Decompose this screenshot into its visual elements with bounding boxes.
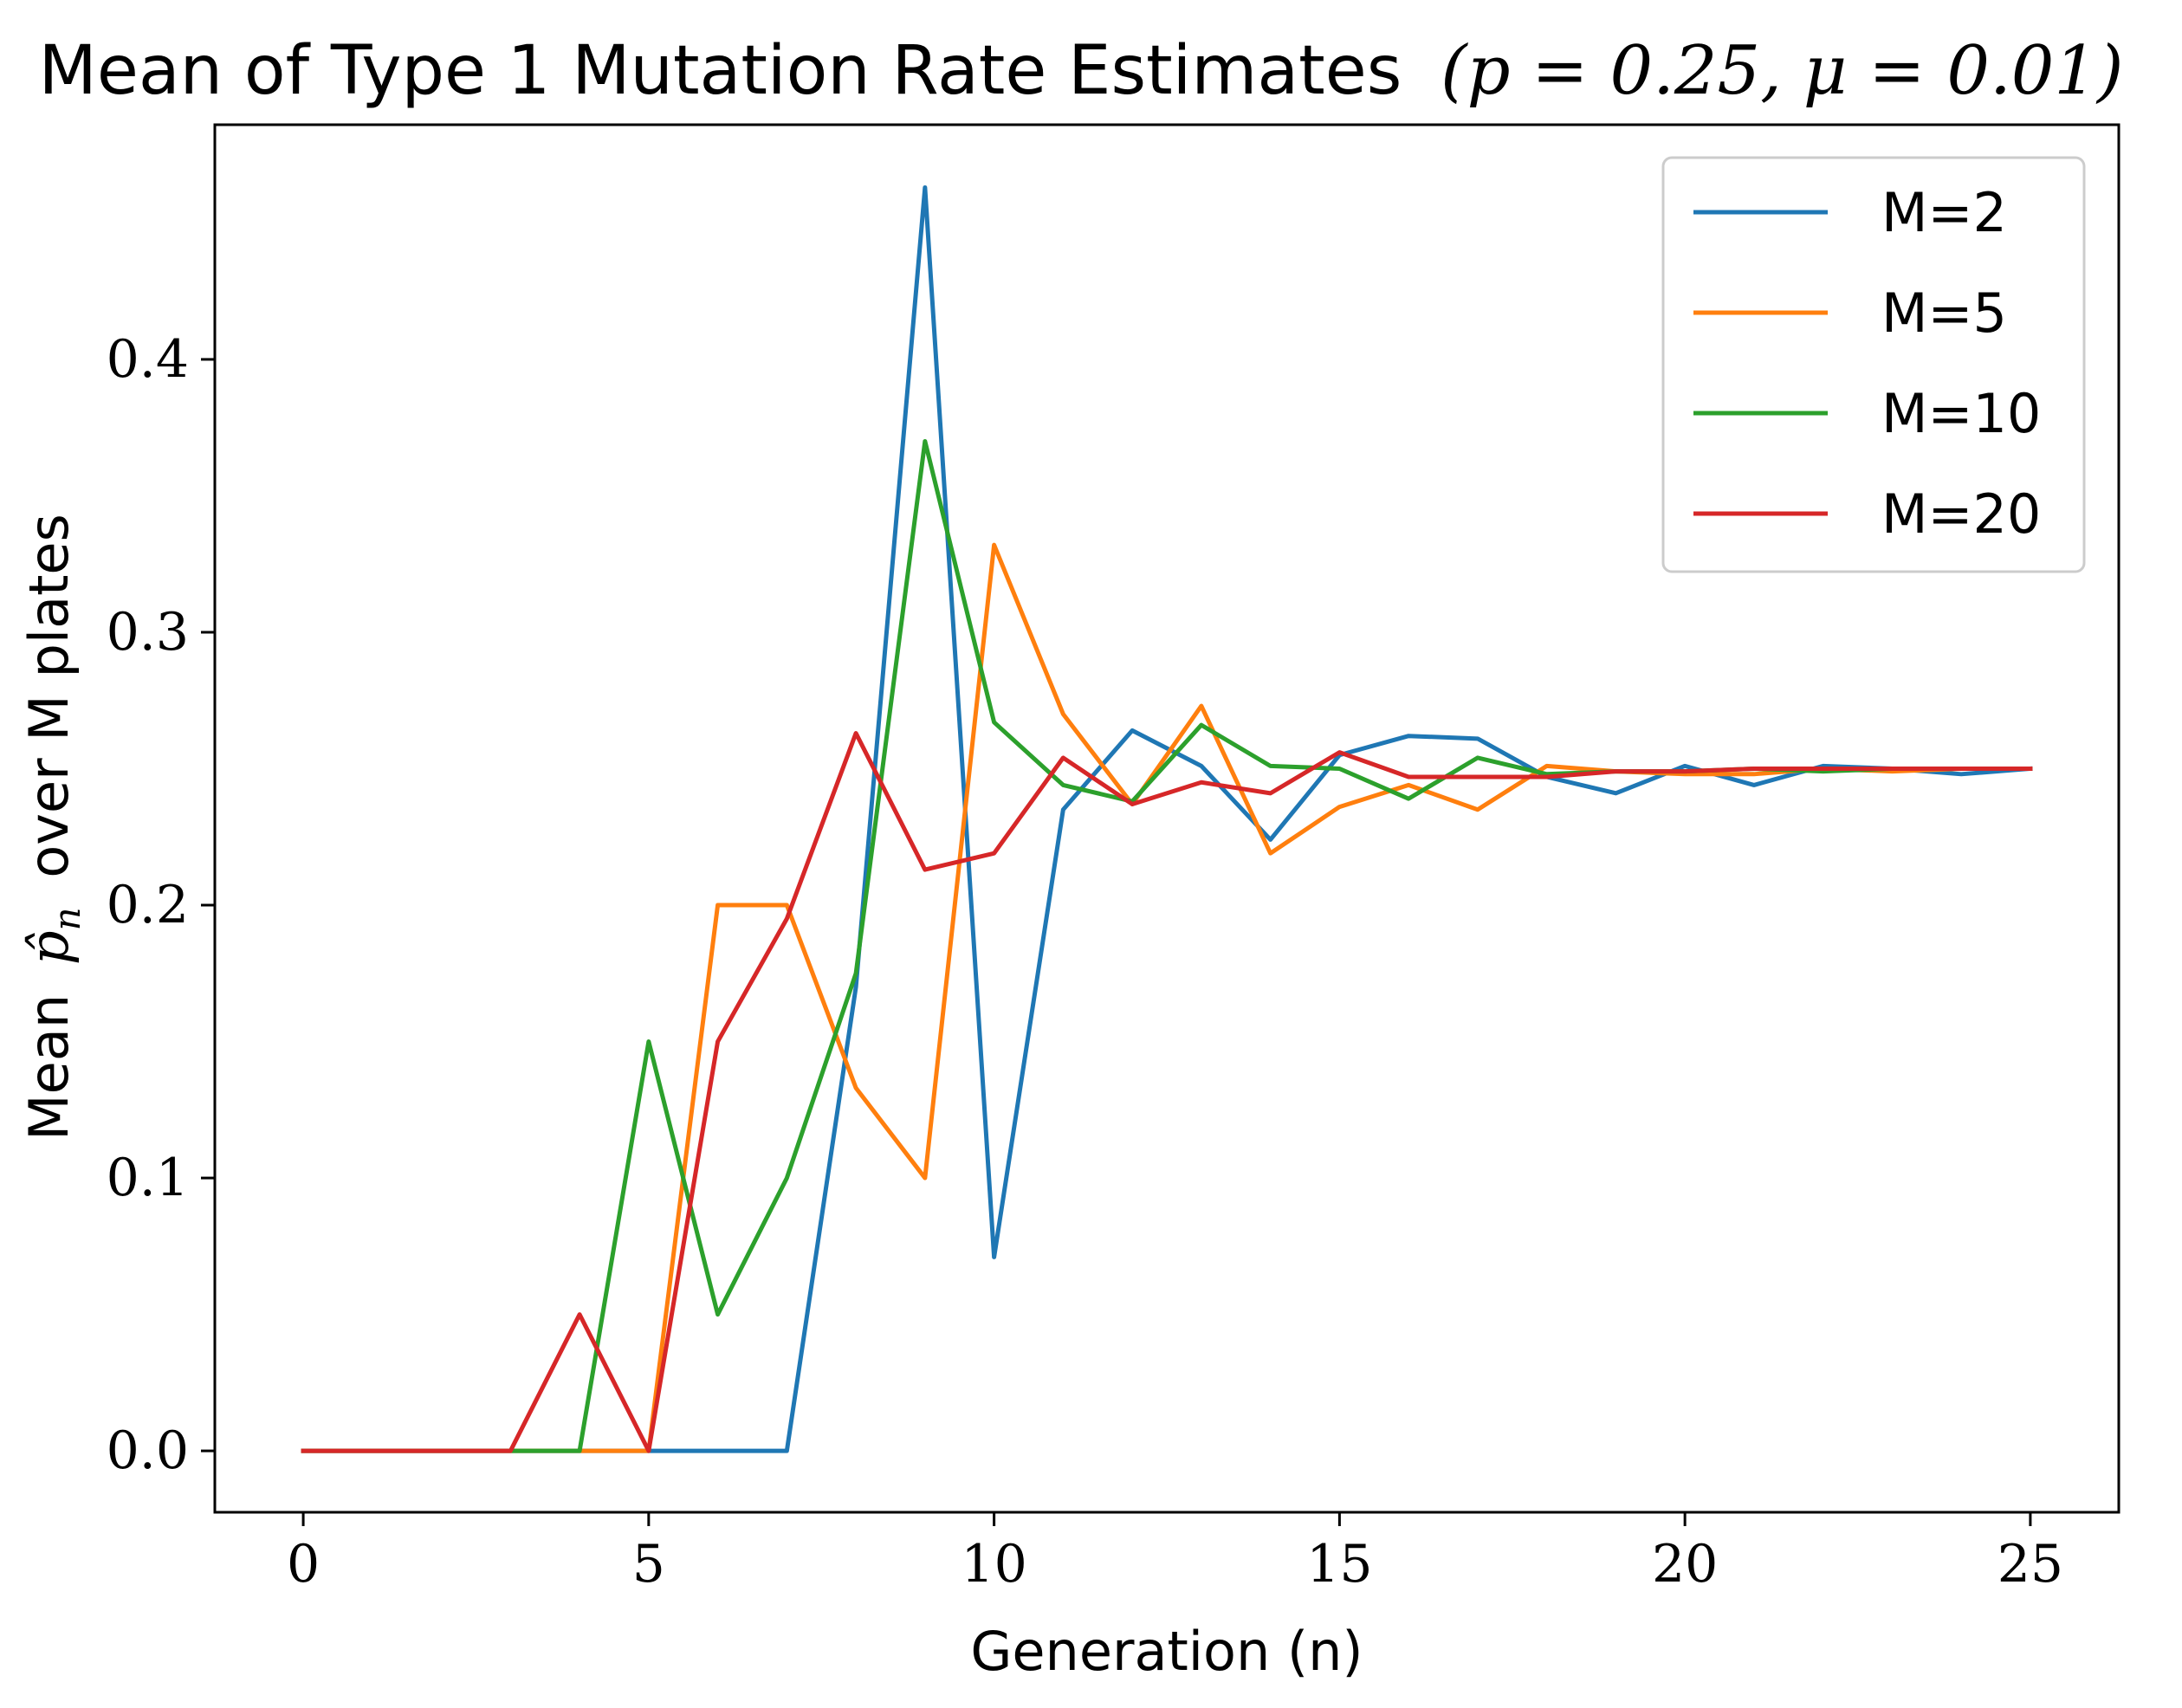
legend-label: M=20 — [1881, 482, 2041, 546]
axes-frame — [213, 123, 2120, 1514]
chart-title-params: (p = 0.25, μ = 0.01) — [1441, 32, 2123, 110]
legend-label: M=2 — [1881, 181, 2007, 244]
y-tick-label: 0.1 — [107, 1148, 189, 1208]
y-tick-label: 0.3 — [107, 602, 189, 663]
chart-title-text: Mean of Type 1 Mutation Rate Estimates — [39, 32, 1402, 110]
y-axis-label-suffix: over M plates — [17, 514, 81, 878]
legend: M=2 M=5 M=10 M=20 — [1661, 156, 2086, 573]
y-axis-label-subscript: n — [46, 907, 88, 930]
series-line-m-20 — [301, 731, 2033, 1453]
legend-box — [1661, 156, 2086, 573]
x-tick-label: 15 — [1306, 1534, 1372, 1595]
y-axis-label-symbol: p̂ — [17, 930, 81, 965]
x-tick-label: 10 — [961, 1534, 1026, 1595]
legend-entries: M=2 M=5 M=10 M=20 — [1693, 181, 2041, 546]
series-line-m-10 — [301, 438, 2033, 1453]
series-line-m-5 — [301, 542, 2033, 1453]
plot-area — [301, 184, 2033, 1453]
y-tick-label: 0.0 — [107, 1420, 189, 1481]
x-tick-label: 20 — [1652, 1534, 1718, 1595]
x-tick-label: 0 — [287, 1534, 320, 1595]
x-tick-label: 5 — [632, 1534, 665, 1595]
y-tick-label: 0.2 — [107, 875, 189, 935]
y-axis-label-prefix: Mean — [17, 994, 81, 1141]
x-axis-label: Generation (n) — [970, 1620, 1363, 1683]
legend-label: M=5 — [1881, 281, 2007, 345]
y-tick-label: 0.4 — [107, 329, 189, 390]
y-axis-label: Mean p̂n over M plates — [17, 514, 93, 1141]
x-axis: 0 5 10 15 20 25 — [287, 1512, 2063, 1595]
chart-title: Mean of Type 1 Mutation Rate Estimates (… — [39, 32, 2124, 110]
y-axis: 0.0 0.1 0.2 0.3 0.4 — [107, 329, 215, 1481]
legend-label: M=10 — [1881, 382, 2041, 445]
x-tick-label: 25 — [1997, 1534, 2063, 1595]
